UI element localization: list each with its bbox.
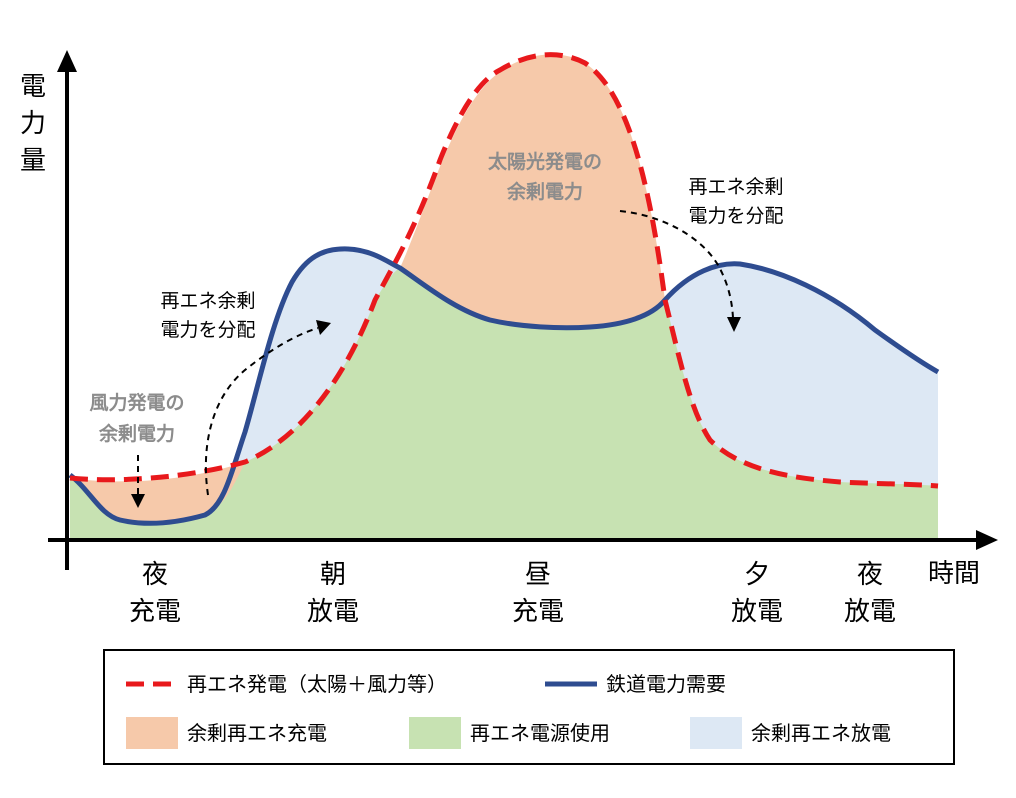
period-label-line1: 夜 xyxy=(142,560,168,590)
solar-surplus-label: 余剰電力 xyxy=(506,180,583,203)
period-label-line2: 放電 xyxy=(844,597,896,627)
distribute-note-right: 電力を分配 xyxy=(688,205,783,227)
period-label-line2: 放電 xyxy=(731,597,783,627)
legend-charge-swatch xyxy=(126,717,178,749)
period-label-line1: 夕 xyxy=(744,560,770,590)
y-axis-label-char-1: 電 xyxy=(20,72,46,102)
period-label-line2: 放電 xyxy=(307,597,359,627)
renewable-use-area xyxy=(70,268,938,540)
arrow-head-icon xyxy=(727,317,741,332)
distribute-note-left: 電力を分配 xyxy=(160,319,255,341)
solar-surplus-label: 太陽光発電の xyxy=(488,150,602,173)
legend-generation-label: 再エネ発電（太陽＋風力等） xyxy=(187,672,447,696)
distribute-note-left: 再エネ余剰 xyxy=(160,290,255,312)
renewable-generation-line xyxy=(69,52,939,489)
solar-surplus-area xyxy=(400,54,665,328)
y-axis-label-char-3: 量 xyxy=(20,146,46,176)
legend-box xyxy=(103,649,955,765)
x-axis-label: 時間 xyxy=(928,559,980,589)
legend-use-label: 再エネ電源使用 xyxy=(470,721,610,745)
dashed-arrow xyxy=(619,210,734,319)
y-axis-label-char-2: 力 xyxy=(20,109,46,139)
legend-use-swatch xyxy=(409,717,461,749)
arrow-head-icon xyxy=(316,320,331,335)
wind-surplus-label: 風力発電の xyxy=(89,391,184,414)
period-label-line2: 充電 xyxy=(512,597,564,627)
period-label-line1: 夜 xyxy=(857,560,883,590)
y-axis-arrow-icon xyxy=(57,50,77,72)
wind-surplus-label: 余剰電力 xyxy=(98,422,175,445)
arrow-head-icon xyxy=(131,494,145,508)
legend-discharge-swatch xyxy=(690,717,742,749)
wind-surplus-area xyxy=(70,462,245,524)
dashed-arrow xyxy=(204,327,319,496)
period-label-line2: 充電 xyxy=(129,597,181,627)
period-label-line1: 昼 xyxy=(525,560,551,590)
distribute-note-right: 再エネ余剰 xyxy=(688,176,783,198)
legend-charge-label: 余剰再エネ充電 xyxy=(187,721,327,745)
legend-discharge-label: 余剰再エネ放電 xyxy=(751,721,891,745)
x-axis-arrow-icon xyxy=(976,530,998,550)
legend-demand-label: 鉄道電力需要 xyxy=(606,672,726,696)
railway-demand-line xyxy=(68,246,940,526)
period-label-line1: 朝 xyxy=(320,560,346,590)
